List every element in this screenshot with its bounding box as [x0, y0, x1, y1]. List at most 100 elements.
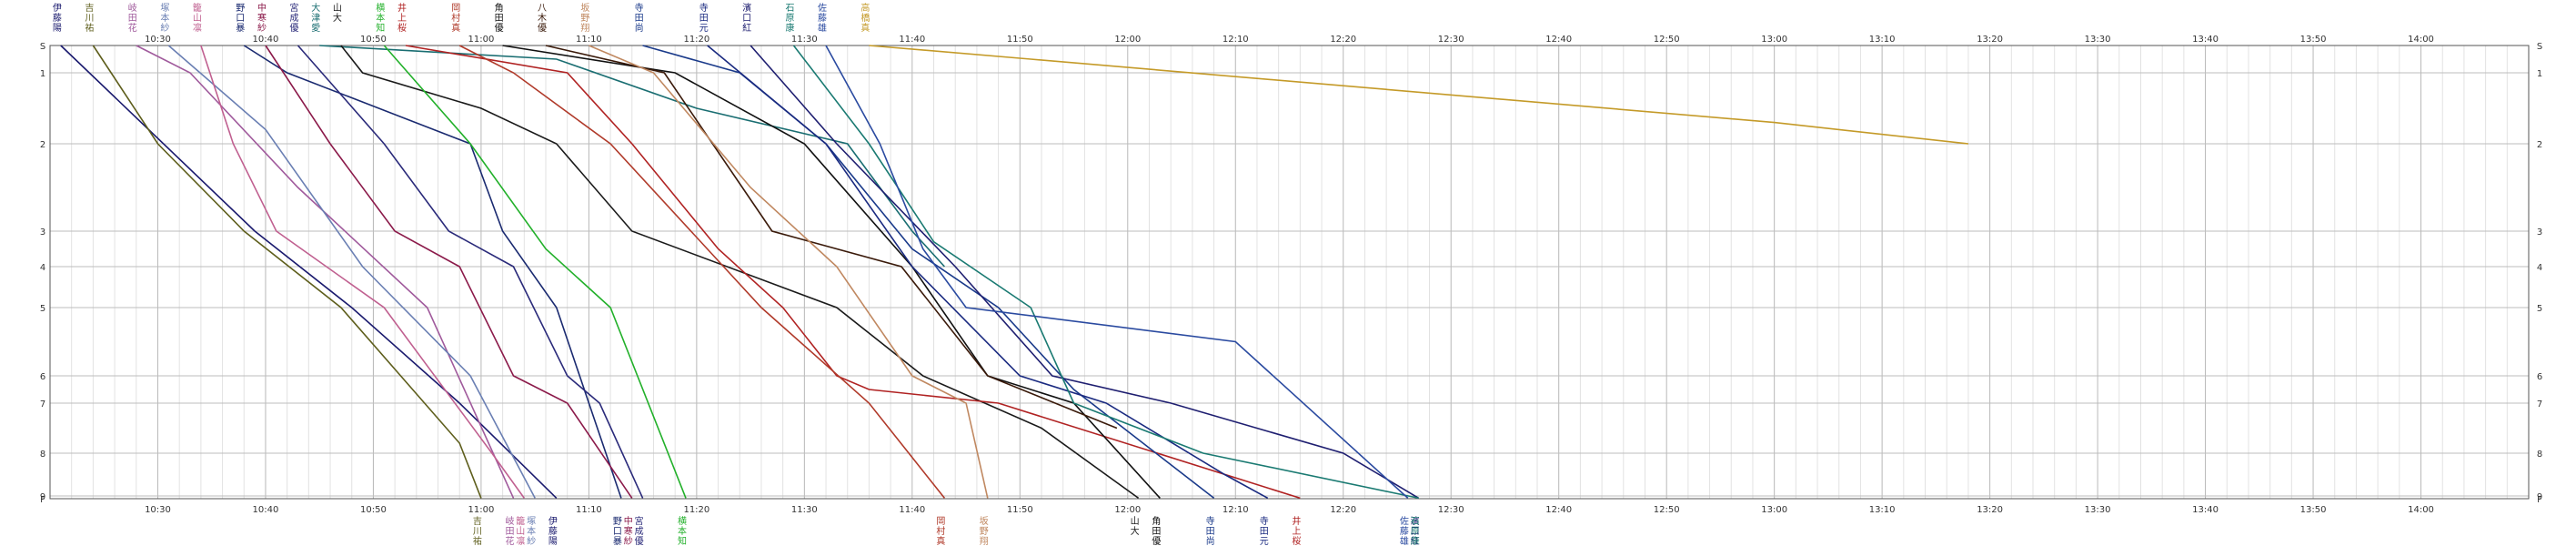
runner-name-top: 岐 — [128, 2, 137, 14]
runner-name-bottom: 暴 — [613, 536, 622, 546]
runner-name-bottom: 紗 — [527, 536, 536, 546]
runner-name-top: 真 — [451, 22, 460, 34]
runner-name-top: 籠 — [193, 2, 202, 14]
runner-name-bottom: 角 — [1152, 516, 1161, 527]
station-label-right: 9 — [2537, 492, 2542, 502]
runner-name-bottom: 真 — [936, 535, 945, 546]
runner-name-bottom: 本 — [527, 525, 536, 537]
top-time-tick: 12:40 — [1545, 35, 1572, 45]
runner-name-bottom: 花 — [505, 535, 514, 546]
runner-name-top: 伊 — [53, 3, 62, 14]
runner-name-top: 優 — [290, 22, 299, 34]
runner-name-top: 八 — [538, 4, 547, 14]
bottom-time-tick: 12:30 — [1438, 505, 1464, 515]
top-time-tick: 13:20 — [1977, 35, 2003, 45]
runner-name-bottom: 凛 — [516, 535, 525, 546]
station-label-right: 5 — [2537, 304, 2542, 314]
runner-name-top: 井 — [397, 2, 407, 14]
runner-name-top: 寺 — [699, 3, 709, 14]
runner-name-top: 寒 — [257, 12, 267, 24]
runner-name-top: 口 — [742, 14, 751, 24]
runner-name-bottom: 藤 — [1400, 526, 1409, 537]
top-time-tick: 14:00 — [2408, 35, 2434, 45]
runner-name-top: 村 — [451, 12, 460, 24]
runner-line — [60, 45, 558, 499]
runner-name-bottom: 祐 — [473, 535, 482, 546]
top-time-tick: 10:40 — [253, 35, 279, 45]
runner-name-bottom: 川 — [473, 527, 482, 537]
runner-name-top: 吉 — [85, 3, 94, 14]
grid — [49, 45, 2530, 500]
runner-line — [92, 45, 482, 499]
runner-name-top: 元 — [699, 24, 709, 34]
station-label-left: 2 — [40, 140, 45, 150]
runner-name-bottom: 紗 — [624, 536, 633, 546]
station-label-right: 7 — [2537, 399, 2542, 410]
runner-name-top: 成 — [290, 13, 299, 24]
runner-name-top: 優 — [495, 22, 504, 34]
runner-name-bottom: 村 — [936, 525, 945, 537]
runner-name-top: 大 — [333, 12, 342, 24]
runner-name-bottom: 山 — [1131, 516, 1140, 527]
bottom-time-tick: 13:10 — [1869, 505, 1896, 515]
runner-name-bottom: 藤 — [548, 526, 558, 537]
runner-name-bottom: 籠 — [516, 515, 525, 527]
runner-line — [750, 45, 1420, 500]
runner-name-top: 田 — [699, 14, 709, 24]
runner-line — [265, 45, 633, 499]
runner-name-bottom: 井 — [1292, 515, 1301, 527]
runner-name-top: 尚 — [635, 22, 644, 34]
runner-line — [136, 45, 515, 499]
runner-name-top: 坂 — [580, 3, 589, 14]
runner-name-top: 真 — [860, 22, 870, 34]
bottom-time-tick: 11:10 — [576, 505, 602, 515]
bottom-time-tick: 12:10 — [1223, 505, 1249, 515]
runner-name-bottom: 上 — [1292, 526, 1301, 537]
runner-name-top: 田 — [128, 14, 137, 24]
runner-name-bottom: 翔 — [980, 535, 989, 546]
runner-name-top: 角 — [495, 3, 504, 14]
runner-name-bottom: 岐 — [505, 515, 514, 527]
runner-name-top: 翔 — [580, 22, 589, 34]
top-time-tick: 11:00 — [468, 35, 494, 45]
runner-name-top: 田 — [495, 14, 504, 24]
runner-name-top: 佐 — [818, 3, 827, 14]
station-label-left: F — [40, 495, 45, 505]
runner-name-bottom: 吉 — [473, 516, 482, 527]
station-label-right: F — [2537, 495, 2542, 505]
top-time-tick: 13:50 — [2300, 35, 2327, 45]
runner-line — [825, 45, 1409, 499]
runner-name-top: 中 — [257, 2, 267, 14]
top-time-tick: 11:30 — [791, 35, 818, 45]
runner-name-top: 濱 — [742, 2, 751, 14]
runner-name-top: 川 — [85, 14, 94, 24]
runner-name-top: 塚 — [160, 3, 169, 14]
runner-line — [243, 45, 622, 499]
bottom-time-tick: 10:40 — [253, 505, 279, 515]
runner-name-top: 花 — [128, 22, 137, 34]
top-time-tick: 11:10 — [576, 35, 602, 45]
top-time-tick: 11:50 — [1007, 35, 1033, 45]
bottom-time-tick: 12:40 — [1545, 505, 1572, 515]
runner-line — [792, 45, 1419, 500]
runner-name-bottom: 横 — [678, 515, 687, 527]
runner-name-top: 暴 — [236, 23, 245, 34]
runner-line — [297, 45, 644, 499]
runner-name-bottom: 優 — [1152, 535, 1161, 546]
runner-name-top: 上 — [397, 13, 407, 24]
runner-name-bottom: 濱 — [1411, 515, 1420, 527]
bottom-time-tick: 12:20 — [1330, 505, 1356, 515]
station-label-left: 1 — [40, 69, 45, 79]
runner-name-top: 優 — [538, 22, 547, 34]
top-time-tick: 12:30 — [1438, 35, 1464, 45]
runner-name-top: 凛 — [193, 22, 202, 34]
bottom-time-tick: 11:30 — [791, 505, 818, 515]
runner-name-bottom: 中 — [624, 515, 633, 527]
runner-name-bottom: 口 — [1411, 527, 1420, 537]
station-label-right: S — [2537, 42, 2542, 52]
runner-name-top: 康 — [786, 22, 795, 34]
runner-name-top: 高 — [860, 2, 870, 14]
runner-name-top: 石 — [786, 4, 795, 14]
runner-name-bottom: 口 — [613, 527, 622, 537]
